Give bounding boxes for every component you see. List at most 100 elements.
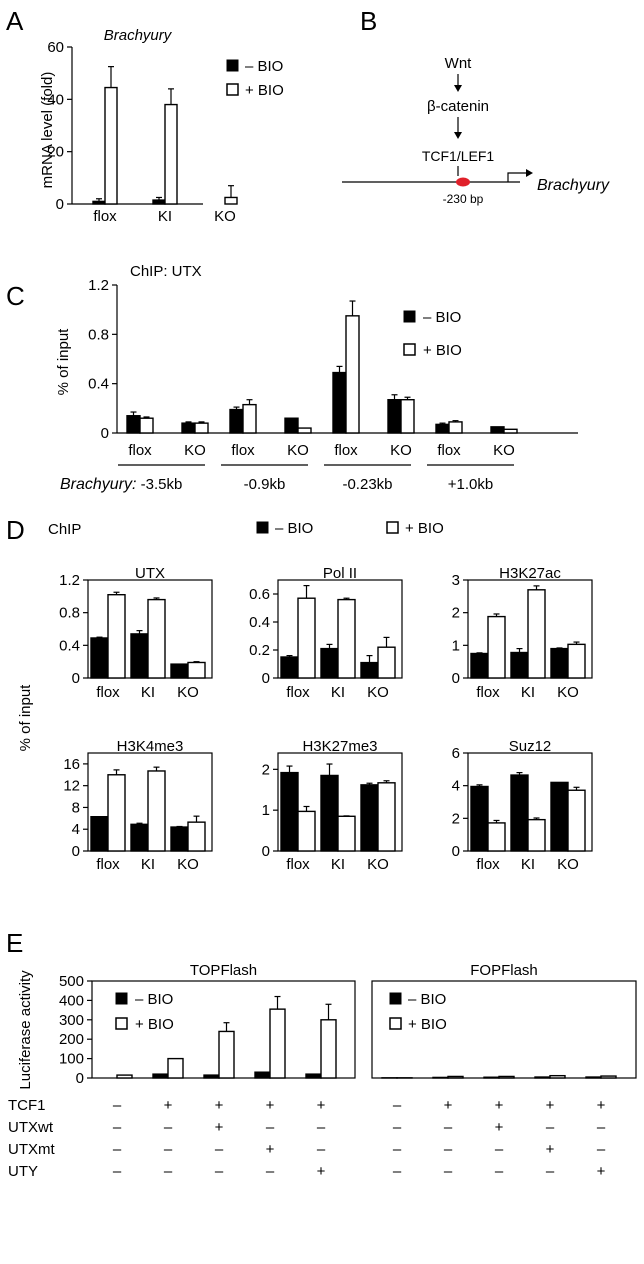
y-tick-label: 1 (452, 637, 460, 654)
legend-label-minus: – BIO (135, 991, 173, 1008)
treatment-mark: – (393, 1163, 402, 1180)
chart-title: FOPFlash (470, 962, 538, 979)
treatment-mark: + (546, 1097, 555, 1114)
bar-minus-bio (130, 823, 149, 852)
y-tick-label: 4 (452, 778, 460, 795)
category-label: flox (93, 208, 117, 225)
category-label: KO (557, 684, 579, 701)
arrowhead-wnt (454, 85, 462, 92)
bar-minus-bio (152, 1073, 169, 1079)
legend-swatch-minus (226, 59, 239, 72)
y-tick-label: 3 (452, 572, 460, 589)
chart-h3k27me3: 0 1 2 H3K27me3 flox KI KO (262, 738, 403, 873)
y-tick-label: 0.4 (59, 637, 80, 654)
legend-a: – BIO + BIO (226, 58, 284, 99)
y-tick-label: 20 (47, 144, 64, 161)
treatment-mark: + (444, 1097, 453, 1114)
treatment-mark: – (317, 1141, 326, 1158)
y-tick-label: 0.6 (249, 586, 270, 603)
legend-label-plus: + BIO (408, 1016, 447, 1033)
legend-swatch-minus (403, 310, 416, 323)
pathway-diagram: Wnt β-catenin TCF1/LEF1 Brachyury -230 b… (342, 55, 610, 206)
legend-c: – BIO + BIO (403, 309, 462, 359)
y-tick-label: 2 (262, 761, 270, 778)
site-label: -230 bp (443, 192, 484, 206)
treatment-mark: + (317, 1163, 326, 1180)
legend-swatch-plus (226, 83, 239, 96)
bar-plus-bio (297, 597, 316, 679)
chip-label: ChIP (48, 521, 81, 538)
treatment-row-label: TCF1 (8, 1097, 46, 1114)
bar-minus-bio (170, 826, 189, 852)
y-tick-label: 4 (72, 821, 80, 838)
bar-minus-bio (585, 1076, 602, 1079)
bar-plus-bio (377, 782, 396, 852)
bar-minus-bio (254, 1071, 271, 1079)
legend-label-minus: – BIO (408, 991, 446, 1008)
bar-minus-bio (284, 417, 299, 434)
y-tick-label: 12 (63, 778, 80, 795)
legend-swatch-plus (386, 521, 399, 534)
y-tick-label: 1.2 (88, 277, 109, 294)
y-tick-label: 0.8 (88, 326, 109, 343)
bar-minus-bio (510, 774, 529, 852)
y-tick-label: 16 (63, 756, 80, 773)
chart-title: H3K4me3 (117, 738, 184, 755)
y-tick-label: 40 (47, 91, 64, 108)
bar-plus-bio (527, 818, 546, 852)
bar-plus-bio (167, 1057, 184, 1079)
treatment-table: TCF1 – + + + + – + + + + UTXwt – – + – – – – + – – UTXmt – – – + – –… (8, 1097, 606, 1180)
treatment-mark: + (546, 1141, 555, 1158)
bar-plus-bio (320, 1019, 337, 1079)
treatment-mark: – (495, 1141, 504, 1158)
y-tick-label: 0.4 (88, 376, 109, 393)
y-axis-label: % of input (55, 328, 72, 396)
bar-plus-bio (297, 810, 316, 852)
bar-minus-bio (280, 656, 299, 679)
bar-plus-bio (549, 1074, 566, 1079)
y-tick-label: 0 (452, 843, 460, 860)
panel-letter-a: A (6, 6, 24, 36)
treatment-mark: – (444, 1163, 453, 1180)
bar-minus-bio (360, 661, 379, 679)
y-axis-label: mRNA level (fold) (39, 72, 56, 189)
treatment-mark: – (215, 1163, 224, 1180)
bar-minus-bio (90, 637, 109, 679)
y-tick-label: 500 (59, 973, 84, 990)
y-tick-label: 2 (452, 810, 460, 827)
treatment-mark: – (495, 1163, 504, 1180)
category-label: KO (214, 208, 236, 225)
category-label: KI (331, 856, 345, 873)
treatment-row-label: UTXmt (8, 1141, 55, 1158)
chart-title: TOPFlash (190, 962, 257, 979)
chart-title: UTX (135, 565, 165, 582)
category-label: KO (367, 684, 389, 701)
category-label: flox (286, 684, 310, 701)
category-label: KO (557, 856, 579, 873)
y-tick-label: 1.2 (59, 572, 80, 589)
bar-minus-bio (170, 663, 189, 679)
bar-minus-bio (490, 426, 505, 434)
bar-plus-bio (218, 1030, 235, 1079)
chart-title: H3K27ac (499, 565, 561, 582)
bar-plus-bio (139, 417, 154, 434)
bar-minus-bio (332, 371, 347, 434)
bar-minus-bio (435, 423, 450, 434)
group-label: -0.9kb (244, 476, 286, 493)
chart-pol-ii: 0 0.2 0.4 0.6 Pol II flox KI KO (249, 565, 403, 701)
y-tick-label: 0.2 (249, 642, 270, 659)
y-tick-label: 0 (72, 670, 80, 687)
group-prefix: Brachyury: (60, 476, 136, 493)
panel-d-ylabel: % of input (17, 684, 34, 752)
bar-plus-bio (600, 1075, 617, 1079)
chart-utx: 0 0.4 0.8 1.2 UTX flox KI KO (59, 565, 213, 701)
bar-minus-bio (305, 1073, 322, 1079)
bar-minus-bio (152, 199, 166, 205)
bar-minus-bio (432, 1076, 449, 1079)
treatment-mark: + (597, 1163, 606, 1180)
category-label: KI (141, 856, 155, 873)
bar-plus-bio (297, 427, 312, 434)
treatment-mark: + (266, 1141, 275, 1158)
y-tick-label: 0 (101, 425, 109, 442)
treatment-mark: + (164, 1097, 173, 1114)
